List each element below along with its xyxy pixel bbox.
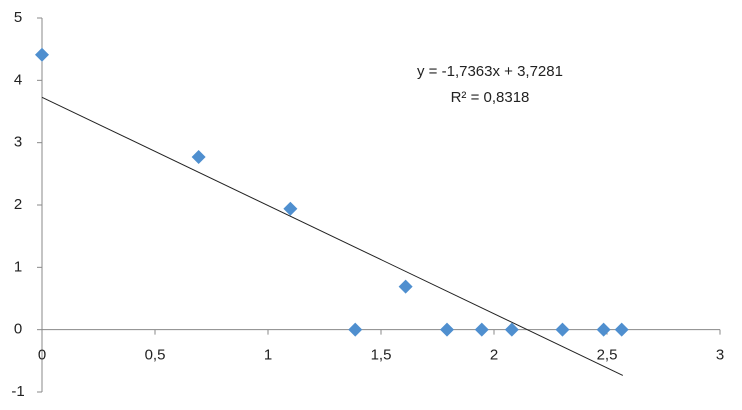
x-tick-label: 1 [264, 347, 272, 364]
y-tick-label: 2 [14, 196, 22, 213]
data-point [191, 150, 206, 165]
trendline-r-squared: R² = 0,8318 [451, 89, 530, 106]
data-point [35, 47, 49, 62]
data-point [614, 322, 629, 337]
x-tick-label: 3 [716, 347, 724, 364]
y-tick-label: 4 [14, 71, 22, 88]
data-point [555, 322, 570, 337]
data-point [398, 279, 413, 294]
y-tick-label: 3 [14, 134, 22, 151]
x-tick-label: 2,5 [597, 347, 618, 364]
data-point [504, 322, 519, 337]
y-tick-label: 0 [14, 321, 22, 338]
trendline-equation: y = -1,7363x + 3,7281 [417, 63, 563, 80]
x-tick-label: 2 [490, 347, 498, 364]
y-tick-label: -1 [11, 383, 24, 400]
data-point [596, 322, 611, 337]
x-tick-label: 0,5 [145, 347, 166, 364]
y-tick-label: 1 [14, 258, 22, 275]
x-tick-label: 0 [38, 347, 46, 364]
x-tick-label: 1,5 [371, 347, 392, 364]
trendline [41, 96, 624, 376]
y-tick-label: 5 [14, 9, 22, 26]
data-point [474, 322, 489, 337]
data-point [348, 322, 363, 337]
data-point [283, 201, 298, 216]
data-point [439, 322, 454, 337]
